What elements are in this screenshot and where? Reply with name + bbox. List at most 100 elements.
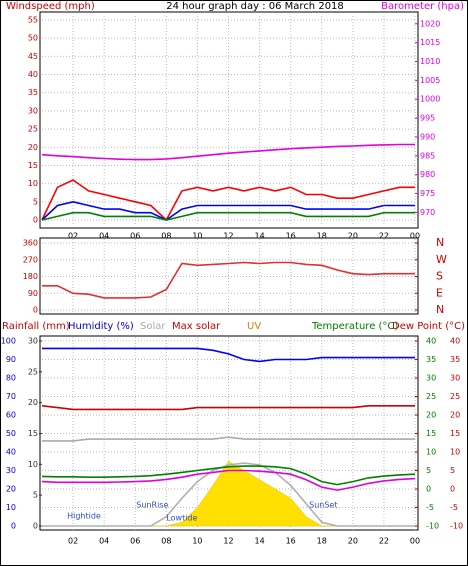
y-tick-label: 970	[420, 208, 435, 217]
y-tick-label: -10	[426, 522, 439, 531]
x-tick-label: 00	[410, 232, 420, 241]
x-tick-label: 20	[348, 537, 358, 546]
y-tick-label: 975	[420, 189, 435, 198]
y-tick-label: 10	[450, 448, 460, 457]
y-tick-label: 990	[420, 132, 435, 141]
y-tick-label: -5	[426, 503, 434, 512]
y-tick-label: 270	[23, 255, 38, 264]
annotation: Lowtide	[166, 514, 197, 523]
y-tick-label: 25	[28, 367, 38, 376]
y-tick-label: -10	[450, 522, 463, 531]
y-tick-label: 10	[6, 503, 16, 512]
y-tick-label: 30	[450, 374, 460, 383]
y-tick-label: N	[436, 303, 444, 316]
header: 24 hour graph day : 06 March 2018	[166, 1, 344, 12]
panel-frame	[39, 11, 419, 229]
x-tick-label: 16	[286, 537, 296, 546]
y-tick-label: 0	[33, 216, 38, 225]
y-tick-label: 15	[28, 161, 38, 170]
header: Windspeed (mph)	[6, 1, 95, 12]
y-tick-label: 20	[28, 143, 38, 152]
y-tick-label: 80	[6, 374, 16, 383]
y-tick-label: 20	[6, 485, 16, 494]
y-tick-label: 20	[426, 411, 436, 420]
header: Dew Point (°C)	[392, 321, 465, 332]
x-tick-label: 16	[286, 232, 296, 241]
y-tick-label: 40	[426, 337, 436, 346]
y-tick-label: 15	[426, 429, 436, 438]
x-tick-label: 14	[254, 232, 264, 241]
y-tick-label: 1020	[420, 19, 440, 28]
x-tick-label: 02	[68, 537, 78, 546]
header: UV	[247, 321, 261, 332]
y-tick-label: 0	[33, 522, 38, 531]
y-tick-label: 90	[28, 289, 38, 298]
y-tick-label: W	[436, 253, 447, 266]
x-tick-label: 22	[379, 537, 389, 546]
y-tick-label: 995	[420, 114, 435, 123]
annotation: SunRise	[136, 501, 168, 510]
line	[41, 179, 415, 222]
y-tick-label: -5	[450, 503, 458, 512]
y-tick-label: 1010	[420, 57, 440, 66]
x-tick-label: 04	[99, 232, 109, 241]
x-tick-label: 08	[161, 537, 171, 546]
line	[42, 462, 415, 527]
y-tick-label: 35	[28, 88, 38, 97]
y-tick-label: 5	[426, 466, 431, 475]
y-tick-label: 5	[33, 491, 38, 500]
y-tick-label: 35	[426, 355, 436, 364]
line	[41, 469, 416, 491]
y-tick-label: 30	[426, 374, 436, 383]
annotation: Hightide	[67, 512, 101, 521]
line	[41, 143, 415, 161]
x-tick-label: 10	[192, 232, 202, 241]
line	[42, 261, 415, 299]
x-tick-label: 18	[317, 537, 327, 546]
x-tick-label: 06	[130, 537, 140, 546]
header: Solar	[140, 321, 166, 332]
y-tick-label: 50	[6, 429, 16, 438]
y-tick-label: 30	[28, 106, 38, 115]
y-tick-label: 0	[426, 485, 431, 494]
y-tick-label: 40	[28, 70, 38, 79]
y-tick-label: 30	[28, 337, 38, 346]
y-tick-label: 180	[23, 272, 38, 281]
x-tick-label: 00	[410, 537, 420, 546]
y-tick-label: 0	[11, 522, 16, 531]
y-tick-label: 10	[28, 460, 38, 469]
x-tick-label: 06	[130, 232, 140, 241]
header: Barometer (hpa)	[381, 1, 464, 12]
y-tick-label: N	[436, 236, 444, 249]
y-tick-label: 40	[450, 337, 460, 346]
y-tick-label: 1015	[420, 38, 440, 47]
y-tick-label: 70	[6, 392, 16, 401]
y-tick-label: 1005	[420, 76, 440, 85]
line	[41, 405, 415, 411]
y-tick-label: 10	[28, 179, 38, 188]
y-tick-label: S	[436, 270, 443, 283]
y-tick-label: 60	[6, 411, 16, 420]
x-tick-label: 08	[161, 232, 171, 241]
line	[42, 436, 415, 442]
x-tick-label: 02	[68, 232, 78, 241]
x-tick-label: 12	[223, 232, 233, 241]
y-tick-label: 15	[450, 429, 460, 438]
x-tick-label: 12	[223, 537, 233, 546]
y-tick-label: 5	[33, 197, 38, 206]
x-tick-label: 04	[99, 537, 109, 546]
header: Rainfall (mm)	[2, 321, 70, 332]
header: Humidity (%)	[68, 321, 134, 332]
y-tick-label: 0	[33, 306, 38, 315]
line	[41, 465, 416, 486]
y-tick-label: 360	[23, 239, 38, 248]
y-tick-label: 45	[28, 52, 38, 61]
y-tick-label: 5	[450, 466, 455, 475]
y-tick-label: 1000	[420, 95, 440, 104]
y-tick-label: 90	[6, 355, 16, 364]
y-tick-label: 0	[450, 485, 455, 494]
x-tick-label: 10	[192, 537, 202, 546]
y-tick-label: E	[436, 286, 443, 299]
y-tick-label: 35	[450, 355, 460, 364]
y-tick-label: 20	[450, 411, 460, 420]
